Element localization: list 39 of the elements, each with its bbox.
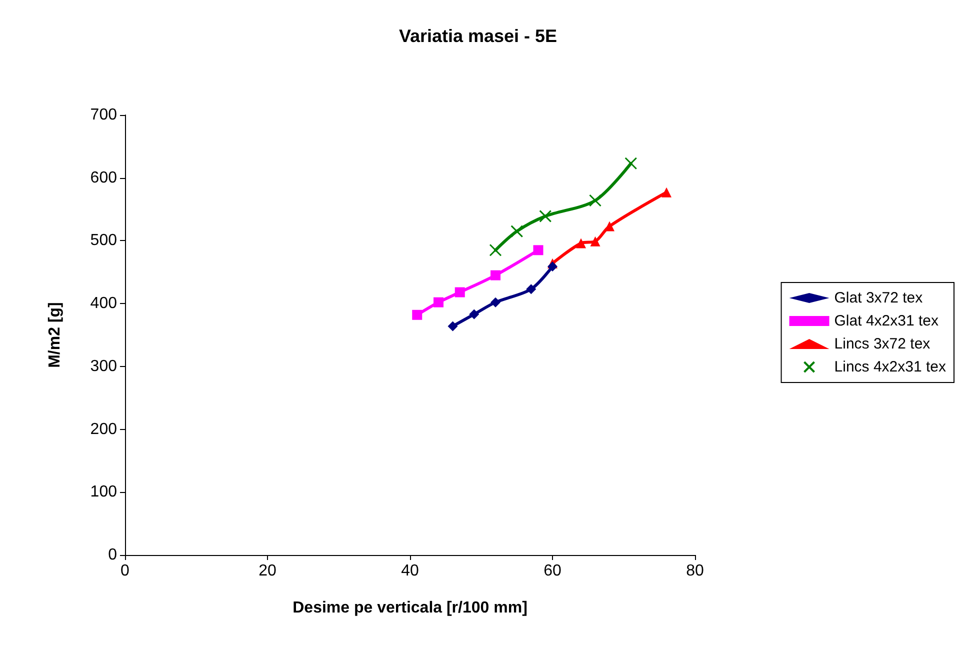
- point: [533, 245, 544, 256]
- point: [576, 238, 586, 248]
- y-tick-label: 400: [90, 295, 118, 312]
- y-tick-label: 100: [90, 484, 118, 501]
- point: [548, 261, 558, 272]
- point: [469, 309, 480, 320]
- point: [662, 187, 672, 198]
- point: [448, 321, 458, 332]
- chart-title: Variatia masei - 5E: [398, 26, 558, 46]
- x-tick-label: 60: [544, 562, 562, 580]
- x-axis-title: Desime pe verticala [r/100 mm]: [292, 600, 528, 616]
- point: [490, 297, 500, 308]
- point: [510, 225, 524, 238]
- y-tick-label: 0: [108, 546, 118, 564]
- x-tick-label: 20: [258, 562, 276, 580]
- point: [590, 236, 600, 246]
- point: [454, 287, 465, 298]
- point: [604, 221, 614, 232]
- y-tick-label: 200: [90, 420, 118, 438]
- x-tick-label: 80: [686, 562, 704, 580]
- point: [490, 270, 500, 280]
- point: [412, 310, 422, 320]
- point: [434, 297, 444, 308]
- point: [624, 157, 638, 170]
- legend-label: Glat 4x2x31 tex: [834, 312, 939, 330]
- y-tick-label: 700: [90, 106, 118, 124]
- point: [589, 194, 602, 207]
- y-tick-label: 500: [90, 232, 118, 250]
- point: [539, 210, 552, 222]
- point: [489, 244, 502, 256]
- legend-label: Lincs 4x2x31 tex: [834, 358, 946, 376]
- legend-label: Glat 3x72 tex: [834, 290, 924, 306]
- y-tick-label: 300: [90, 358, 118, 375]
- point: [526, 284, 536, 294]
- x-tick-label: 0: [120, 562, 130, 580]
- y-axis-title: M/m2 [g]: [46, 302, 64, 368]
- x-tick-label: 40: [401, 562, 419, 580]
- legend-label: Lincs 3x72 tex: [834, 336, 931, 352]
- y-tick-label: 600: [90, 169, 118, 186]
